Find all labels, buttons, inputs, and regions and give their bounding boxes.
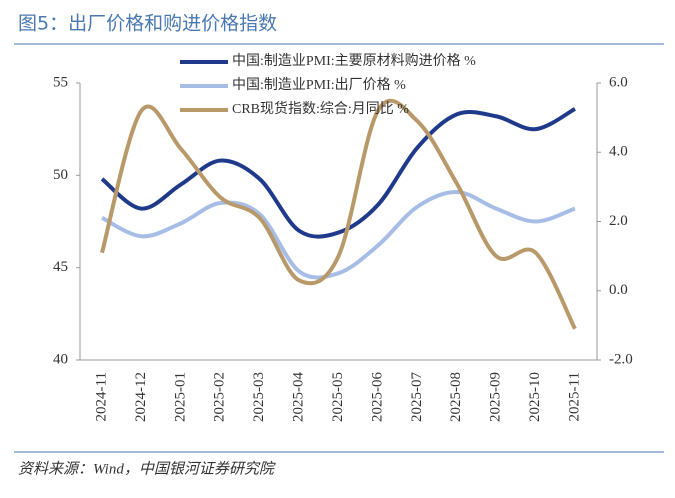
x-tick-label: 2025-04 — [291, 372, 307, 422]
x-tick-label: 2025-05 — [330, 372, 346, 422]
series-line — [101, 189, 576, 280]
y-tick-label: 50 — [53, 167, 68, 183]
legend-label: 中国:制造业PMI:出厂价格 % — [232, 77, 406, 93]
x-tick-label: 2025-03 — [251, 372, 267, 422]
x-tick-label: 2024-12 — [133, 372, 149, 422]
x-tick-label: 2025-06 — [369, 372, 385, 422]
legend-label: 中国:制造业PMI:主要原材料购进价格 % — [232, 53, 476, 69]
y2-tick-label: 2.0 — [609, 213, 628, 229]
x-tick-label: 2025-10 — [527, 372, 543, 422]
y2-tick-label: 4.0 — [609, 144, 628, 160]
y-tick-label: 55 — [53, 74, 68, 90]
x-tick-label: 2025-01 — [172, 372, 188, 422]
y-tick-label: 45 — [53, 259, 68, 275]
x-tick-label: 2025-07 — [409, 372, 425, 422]
x-tick-label: 2024-11 — [93, 372, 109, 421]
source: 资料来源：Wind，中国银河证券研究院 — [18, 460, 276, 477]
x-tick-label: 2025-09 — [488, 372, 504, 422]
y2-tick-label: 6.0 — [609, 74, 628, 90]
chart-title: 图5：出厂价格和购进价格指数 — [18, 13, 277, 35]
x-tick-label: 2025-11 — [566, 372, 582, 421]
x-tick-label: 2025-02 — [212, 372, 228, 422]
x-tick-label: 2025-08 — [448, 372, 464, 422]
y-tick-label: 40 — [53, 351, 68, 367]
series-line — [100, 98, 577, 330]
y2-tick-label: -2.0 — [609, 351, 633, 367]
y2-tick-label: 0.0 — [609, 282, 628, 298]
series-line — [100, 107, 576, 239]
legend-label: CRB现货指数:综合:月同比 % — [232, 100, 409, 117]
